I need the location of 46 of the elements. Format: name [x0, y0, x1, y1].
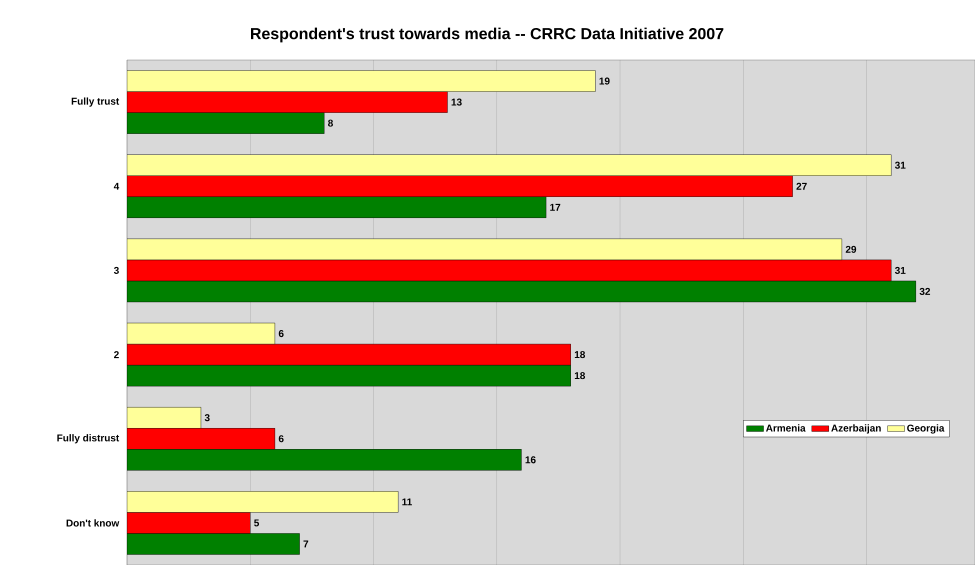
- data-label: 32: [920, 288, 930, 295]
- bar: [127, 533, 300, 555]
- bar: [127, 322, 276, 344]
- data-label: 16: [526, 456, 536, 464]
- bar: [127, 512, 250, 534]
- y-tick-label: 2: [114, 351, 119, 358]
- y-tick-label: Fully trust: [72, 97, 120, 107]
- data-label: 11: [402, 498, 412, 506]
- data-label: 31: [894, 162, 906, 169]
- bar: [127, 344, 571, 366]
- y-tick-label: Fully distrust: [57, 434, 120, 444]
- bar: [127, 112, 324, 134]
- bar: [127, 196, 546, 218]
- data-label: 13: [452, 98, 462, 106]
- data-label: 27: [796, 182, 807, 190]
- y-tick-label: 4: [114, 182, 120, 190]
- data-label: 19: [600, 78, 610, 85]
- data-label: 31: [894, 266, 906, 274]
- data-label: 6: [278, 435, 284, 442]
- y-tick-label: Don't know: [66, 519, 120, 527]
- data-label: 18: [574, 351, 586, 358]
- data-label: 18: [574, 372, 586, 380]
- bar: [127, 449, 522, 471]
- legend-label: Azerbaijan: [831, 424, 881, 434]
- chart-title: Respondent's trust towards media -- CRRC Data Initiative 2007: [251, 28, 724, 42]
- data-label: 3: [204, 414, 210, 422]
- data-label: 29: [846, 246, 856, 253]
- bar: [127, 70, 596, 92]
- bar: [127, 238, 842, 260]
- data-label: 7: [304, 540, 308, 548]
- data-label: 6: [278, 330, 284, 338]
- data-label: 5: [254, 519, 260, 526]
- legend-label: Armenia: [766, 424, 806, 432]
- bar: [127, 91, 448, 113]
- data-label: 8: [328, 120, 333, 127]
- bar: [127, 176, 793, 197]
- bar: [127, 428, 276, 450]
- y-tick-label: 3: [114, 266, 119, 274]
- data-label: 17: [550, 204, 560, 211]
- bar: [127, 260, 892, 282]
- legend-label: Georgia: [907, 424, 944, 434]
- bar: [127, 364, 571, 386]
- bar: [127, 154, 892, 176]
- bar: [127, 491, 398, 513]
- bar: [127, 406, 202, 428]
- bar: [127, 280, 916, 302]
